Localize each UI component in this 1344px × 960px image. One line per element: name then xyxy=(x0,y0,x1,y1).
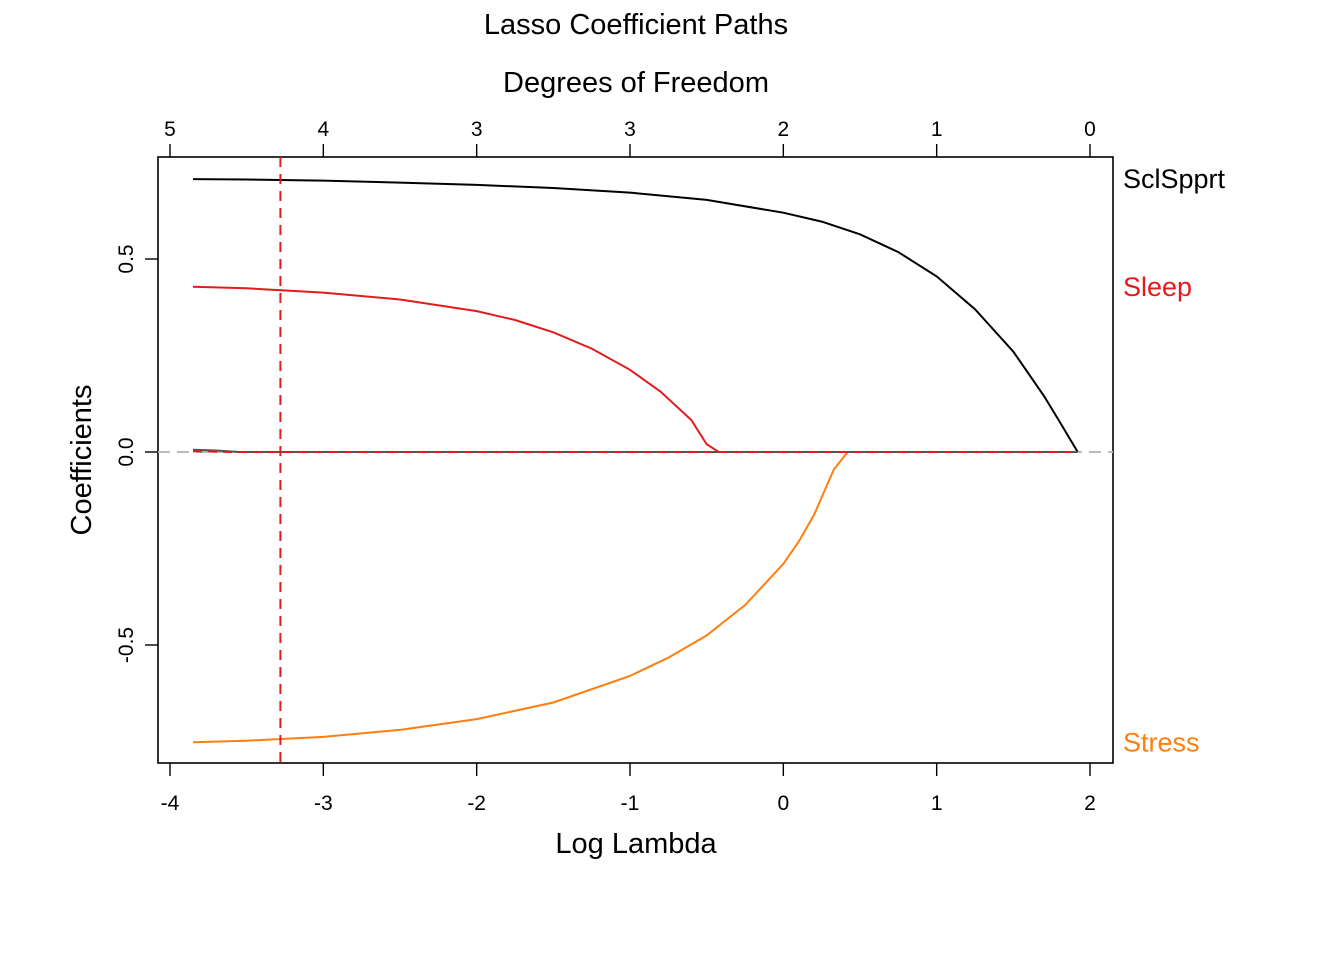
x-tick-label: -4 xyxy=(161,792,180,815)
x-tick-label: -2 xyxy=(467,792,486,815)
plot-frame xyxy=(157,156,1114,764)
x-tick-label: 2 xyxy=(1084,792,1096,815)
chart-title: Lasso Coefficient Paths xyxy=(484,9,788,41)
x-tick-label: -1 xyxy=(621,792,640,815)
series-label-sclspprt: SclSpprt xyxy=(1123,164,1226,194)
top-tick-label: 3 xyxy=(471,118,483,141)
top-tick-label: 5 xyxy=(164,118,176,141)
x-tick-label: 0 xyxy=(777,792,789,815)
y-tick-label: -0.5 xyxy=(115,627,138,663)
plot-layer: -4 -3 -2 -1 0 1 2 5 4 3 3 2 1 0 -0.5 0.0 0.5 SclSpprt Slee… xyxy=(115,118,1226,815)
series-line-sclspprt xyxy=(192,178,1079,453)
top-axis-title: Degrees of Freedom xyxy=(503,67,769,99)
series-line-unlabeled-4 xyxy=(192,450,1078,453)
y-axis-title: Coefficients xyxy=(66,385,98,536)
series-label-stress: Stress xyxy=(1123,727,1200,757)
series-line-stress xyxy=(192,451,1078,744)
x-tick-label: 1 xyxy=(931,792,943,815)
y-tick-label: 0.0 xyxy=(115,437,138,466)
top-tick-label: 3 xyxy=(624,118,636,141)
series-line-sleep xyxy=(192,285,1078,453)
x-axis-title: Log Lambda xyxy=(555,828,717,860)
top-tick-label: 4 xyxy=(317,118,329,141)
top-tick-label: 2 xyxy=(777,118,789,141)
top-tick-label: 0 xyxy=(1084,118,1096,141)
series-group xyxy=(192,178,1079,744)
series-label-sleep: Sleep xyxy=(1123,272,1192,302)
y-tick-label: 0.5 xyxy=(115,244,138,273)
top-tick-label: 1 xyxy=(931,118,943,141)
x-tick-label: -3 xyxy=(314,792,333,815)
